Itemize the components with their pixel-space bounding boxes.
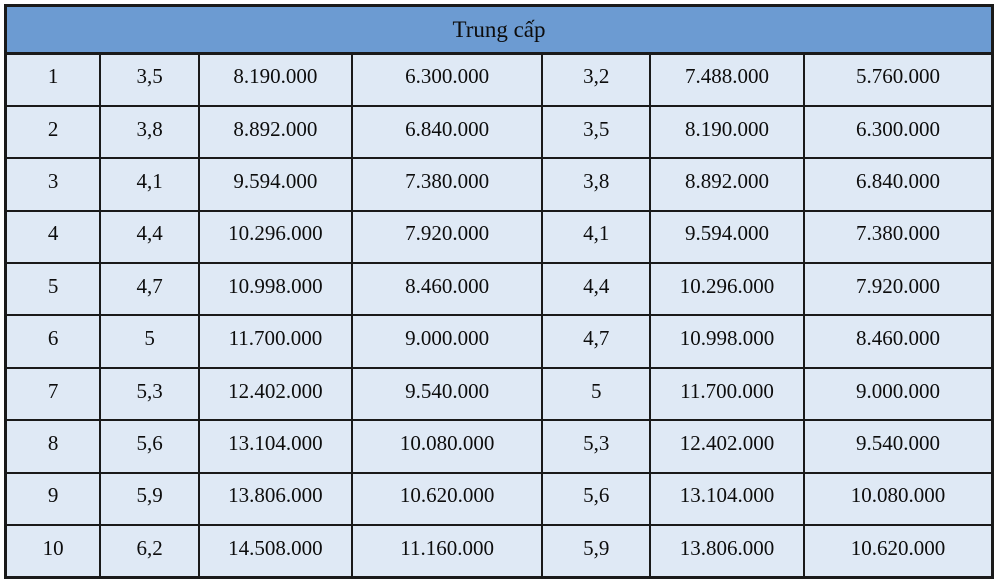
salary-table: Trung cấp 1 3,5 8.190.000 6.300.000 3,2 7.488… bbox=[4, 4, 994, 579]
table-cell: 6 bbox=[4, 314, 102, 369]
table-cell: 10.998.000 bbox=[197, 262, 353, 317]
table-cell: 7.380.000 bbox=[350, 157, 544, 212]
table-cell: 9.540.000 bbox=[802, 419, 994, 474]
table-cell: 11.160.000 bbox=[350, 524, 544, 579]
table-row: 2 3,8 8.892.000 6.840.000 3,5 8.190.000 6.300.… bbox=[4, 104, 994, 160]
table-cell: 10.080.000 bbox=[802, 471, 994, 527]
table-cell: 4,7 bbox=[99, 262, 200, 317]
table-cell: 6,2 bbox=[99, 524, 200, 579]
table-cell: 11.700.000 bbox=[648, 366, 805, 422]
table-cell: 1 bbox=[4, 52, 102, 107]
table-cell: 4 bbox=[4, 209, 102, 265]
table-cell: 5,6 bbox=[541, 471, 651, 527]
table-cell: 4,1 bbox=[99, 157, 200, 212]
table-cell: 13.806.000 bbox=[648, 524, 805, 579]
table-cell: 9.000.000 bbox=[350, 314, 544, 369]
table-row: 8 5,6 13.104.000 10.080.000 5,3 12.402.000 9.5… bbox=[4, 419, 994, 474]
table-cell: 5,3 bbox=[99, 366, 200, 422]
table-cell: 13.806.000 bbox=[197, 471, 353, 527]
table-cell: 5 bbox=[99, 314, 200, 369]
table-body: 1 3,5 8.190.000 6.300.000 3,2 7.488.000 5.760.… bbox=[4, 52, 994, 579]
table-cell: 12.402.000 bbox=[197, 366, 353, 422]
table-cell: 3,8 bbox=[541, 157, 651, 212]
table-row: 4 4,4 10.296.000 7.920.000 4,1 9.594.000 7.380… bbox=[4, 209, 994, 265]
table-cell: 14.508.000 bbox=[197, 524, 353, 579]
table-cell: 10.620.000 bbox=[802, 524, 994, 579]
table-cell: 7.488.000 bbox=[648, 52, 805, 107]
table-cell: 9 bbox=[4, 471, 102, 527]
table-cell: 11.700.000 bbox=[197, 314, 353, 369]
table-row: 9 5,9 13.806.000 10.620.000 5,6 13.104.000 10.… bbox=[4, 471, 994, 527]
table-cell: 5,6 bbox=[99, 419, 200, 474]
table-row: 3 4,1 9.594.000 7.380.000 3,8 8.892.000 6.840.… bbox=[4, 157, 994, 212]
table-cell: 3,5 bbox=[99, 52, 200, 107]
table-cell: 6.840.000 bbox=[350, 104, 544, 160]
table-header-row: Trung cấp bbox=[4, 4, 994, 55]
table-cell: 8.892.000 bbox=[648, 157, 805, 212]
table-cell: 2 bbox=[4, 104, 102, 160]
table-cell: 8.190.000 bbox=[648, 104, 805, 160]
table-cell: 8.460.000 bbox=[350, 262, 544, 317]
table-cell: 5 bbox=[4, 262, 102, 317]
table-cell: 4,1 bbox=[541, 209, 651, 265]
table-cell: 8 bbox=[4, 419, 102, 474]
table-row: 1 3,5 8.190.000 6.300.000 3,2 7.488.000 5.760.… bbox=[4, 52, 994, 107]
table-cell: 3,5 bbox=[541, 104, 651, 160]
table-cell: 5,3 bbox=[541, 419, 651, 474]
table-cell: 6.840.000 bbox=[802, 157, 994, 212]
table-cell: 8.190.000 bbox=[197, 52, 353, 107]
table-title: Trung cấp bbox=[4, 4, 994, 55]
table-cell: 9.594.000 bbox=[648, 209, 805, 265]
table-cell: 7.920.000 bbox=[802, 262, 994, 317]
table-cell: 9.000.000 bbox=[802, 366, 994, 422]
table-cell: 4,7 bbox=[541, 314, 651, 369]
table-cell: 3 bbox=[4, 157, 102, 212]
table-row: 10 6,2 14.508.000 11.160.000 5,9 13.806.000 10… bbox=[4, 524, 994, 579]
table-cell: 10.296.000 bbox=[197, 209, 353, 265]
table-row: 6 5 11.700.000 9.000.000 4,7 10.998.000 8.460.… bbox=[4, 314, 994, 369]
table-cell: 7.380.000 bbox=[802, 209, 994, 265]
table-cell: 6.300.000 bbox=[350, 52, 544, 107]
table-cell: 13.104.000 bbox=[197, 419, 353, 474]
table-cell: 7 bbox=[4, 366, 102, 422]
table-cell: 4,4 bbox=[541, 262, 651, 317]
table-cell: 10.080.000 bbox=[350, 419, 544, 474]
table-cell: 5,9 bbox=[99, 471, 200, 527]
table-cell: 4,4 bbox=[99, 209, 200, 265]
table-cell: 12.402.000 bbox=[648, 419, 805, 474]
table-cell: 5,9 bbox=[541, 524, 651, 579]
table-cell: 9.540.000 bbox=[350, 366, 544, 422]
table-row: 7 5,3 12.402.000 9.540.000 5 11.700.000 9.000.… bbox=[4, 366, 994, 422]
table-cell: 6.300.000 bbox=[802, 104, 994, 160]
table-cell: 7.920.000 bbox=[350, 209, 544, 265]
table-cell: 10.998.000 bbox=[648, 314, 805, 369]
table-cell: 8.460.000 bbox=[802, 314, 994, 369]
table-cell: 8.892.000 bbox=[197, 104, 353, 160]
table-cell: 3,2 bbox=[541, 52, 651, 107]
table-cell: 9.594.000 bbox=[197, 157, 353, 212]
table-cell: 5.760.000 bbox=[802, 52, 994, 107]
table-cell: 5 bbox=[541, 366, 651, 422]
table-cell: 3,8 bbox=[99, 104, 200, 160]
table-cell: 13.104.000 bbox=[648, 471, 805, 527]
table-cell: 10 bbox=[4, 524, 102, 579]
table-cell: 10.620.000 bbox=[350, 471, 544, 527]
table-cell: 10.296.000 bbox=[648, 262, 805, 317]
table-row: 5 4,7 10.998.000 8.460.000 4,4 10.296.000 7.92… bbox=[4, 262, 994, 317]
